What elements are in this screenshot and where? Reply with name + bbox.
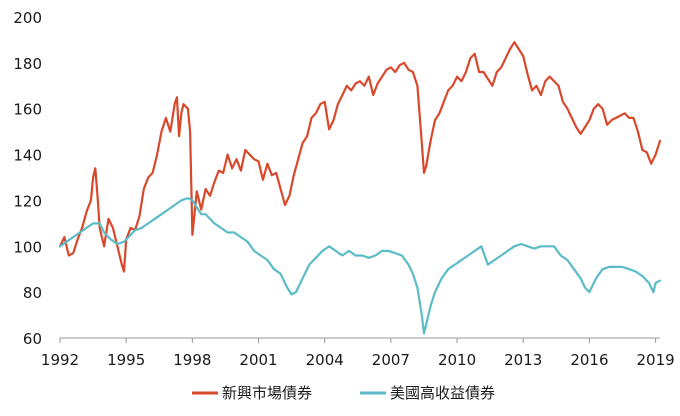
legend: 新興市場債券 美國高收益債券 [192, 384, 495, 402]
x-tick-label: 2004 [306, 351, 344, 369]
x-tick-label: 2019 [636, 351, 674, 369]
y-tick-label: 180 [13, 55, 42, 73]
legend-label-2: 美國高收益債券 [390, 384, 495, 402]
x-tick-label: 2010 [438, 351, 476, 369]
legend-label-1: 新興市場債券 [222, 384, 312, 402]
y-tick-label: 100 [13, 238, 42, 256]
y-tick-label: 160 [13, 101, 42, 119]
y-tick-label: 200 [13, 9, 42, 27]
x-tick-label: 2016 [570, 351, 608, 369]
x-tick-label: 2013 [504, 351, 542, 369]
y-axis: 60 80 100 120 140 160 180 200 [13, 9, 42, 348]
x-tick-label: 1998 [173, 351, 211, 369]
y-tick-label: 120 [13, 192, 42, 210]
x-tick-label: 1995 [107, 351, 145, 369]
y-tick-label: 80 [23, 284, 42, 302]
series-line-2 [58, 197, 662, 335]
x-tick-label: 1992 [41, 351, 79, 369]
x-tick-label: 2001 [239, 351, 277, 369]
x-axis: 1992 1995 1998 2001 2004 2007 2010 2013 2016 2019 [41, 338, 675, 369]
y-tick-label: 60 [23, 330, 42, 348]
x-tick-label: 2007 [372, 351, 410, 369]
y-tick-label: 140 [13, 147, 42, 165]
series-line-1 [58, 41, 662, 273]
plot-area [58, 41, 662, 335]
